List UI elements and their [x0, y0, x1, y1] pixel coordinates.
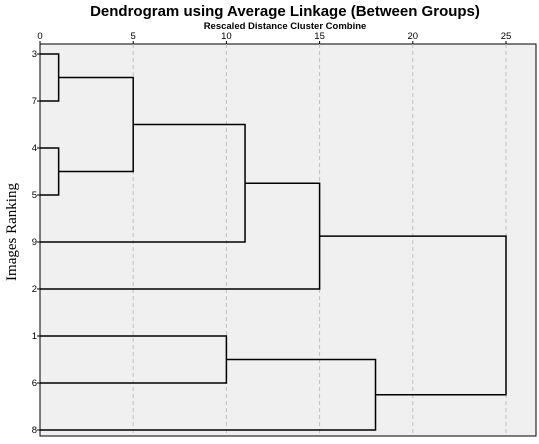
y-axis-label: Images Ranking — [4, 183, 20, 281]
leaf-label: 6 — [32, 378, 37, 389]
leaf-labels: 3 7 4 5 9 2 1 6 8 — [32, 49, 40, 436]
chart-subtitle: Rescaled Distance Cluster Combine — [204, 21, 367, 32]
plot-area — [39, 43, 537, 437]
chart-title: Dendrogram using Average Linkage (Betwee… — [90, 3, 480, 20]
x-axis: 0 5 10 15 20 25 — [37, 31, 511, 44]
leaf-label: 7 — [32, 96, 37, 107]
leaf-label: 9 — [32, 237, 37, 248]
dendrogram-links — [40, 53, 507, 431]
x-tick-label: 25 — [501, 31, 512, 42]
leaf-label: 3 — [32, 49, 37, 60]
x-tick-label: 5 — [131, 31, 136, 42]
leaf-label: 1 — [32, 331, 37, 342]
x-tick-label: 0 — [37, 31, 42, 42]
x-tick-label: 10 — [221, 31, 232, 42]
x-tick-label: 15 — [314, 31, 325, 42]
leaf-label: 8 — [32, 425, 37, 436]
leaf-label: 2 — [32, 284, 37, 295]
x-tick-label: 20 — [408, 31, 419, 42]
leaf-label: 4 — [32, 143, 37, 154]
leaf-label: 5 — [32, 190, 37, 201]
dendrogram-link — [319, 235, 507, 396]
